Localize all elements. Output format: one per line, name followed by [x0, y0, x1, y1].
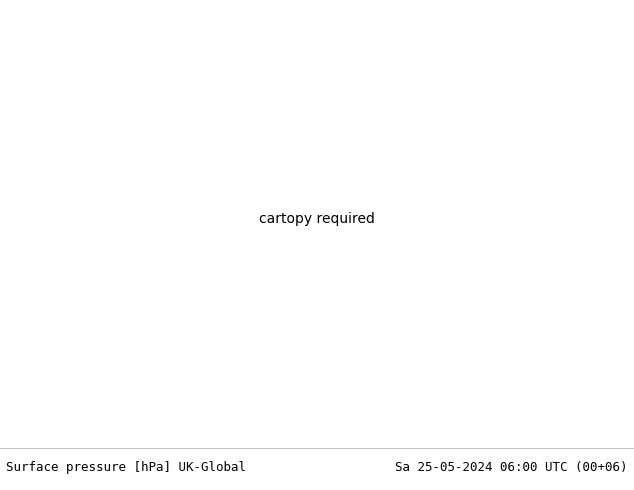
- Text: Sa 25-05-2024 06:00 UTC (00+06): Sa 25-05-2024 06:00 UTC (00+06): [395, 462, 628, 474]
- Text: cartopy required: cartopy required: [259, 212, 375, 226]
- Text: Surface pressure [hPa] UK-Global: Surface pressure [hPa] UK-Global: [6, 462, 247, 474]
